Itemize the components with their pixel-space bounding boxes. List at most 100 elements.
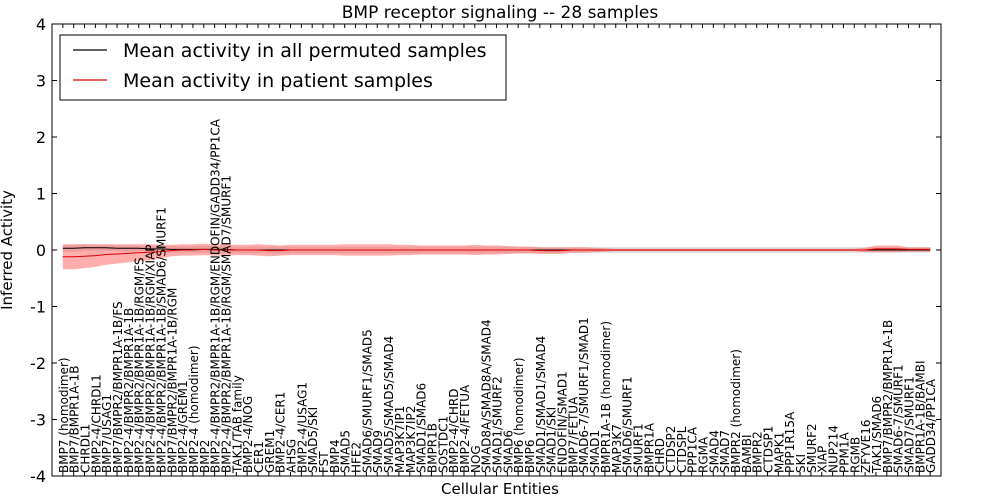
x-tick-label: NUP214	[827, 425, 841, 473]
x-tick-label: TAK1/SMAD6	[870, 396, 884, 474]
x-tick-label: ZFYVE16	[859, 419, 873, 473]
x-tick-label: HFE2	[350, 442, 364, 473]
x-tick-label: SOSTDC1	[436, 416, 450, 473]
x-tick-label: CTDSPL	[675, 426, 689, 473]
x-tick-label: SMAD6/SMURF1/SMAD5	[360, 329, 374, 473]
x-tick-label: BMPR2 (homodimer)	[729, 349, 743, 473]
x-tick-label: BMP2-4/BMPR2/BMPR1A-1B	[122, 308, 136, 473]
x-tick-label: SMURF1	[631, 423, 645, 473]
x-tick-label: BMP2-4/BMPR2/BMPR1A-1B/RGM/XIAP	[144, 244, 158, 473]
y-tick-label: 4	[36, 15, 46, 34]
x-tick-label: CTDSP2	[664, 426, 678, 473]
x-tick-label: PPP1CA	[686, 426, 700, 473]
x-tick-label: BMP2-4/BMPR2/BMPR1A-1B/RGM/SMAD7/SMURF1	[219, 175, 233, 473]
x-tick-label: BAMBI	[740, 434, 754, 473]
x-tick-label: CER1	[252, 441, 266, 473]
x-tick-label: SMAD6/SMURF1	[621, 376, 635, 473]
x-tick-label: BMP6	[523, 440, 537, 473]
y-axis-label: Inferred Activity	[0, 190, 16, 310]
x-tick-label: TAK1/TAB family	[230, 375, 244, 474]
x-tick-label: SMAD7	[718, 430, 732, 473]
x-tick-label: PPP1R15A	[783, 411, 797, 473]
x-tick-label: BMPR1A	[642, 422, 656, 473]
x-tick-label: SMURF2	[805, 423, 819, 473]
x-tick-label: RGMA	[696, 436, 710, 473]
x-tick-label: BMP7/USAG1	[100, 394, 114, 473]
x-axis-label: Cellular Entities	[441, 480, 559, 498]
y-tick-label: 0	[36, 241, 46, 260]
x-tick-label: MAP3K7IP2	[404, 406, 418, 473]
x-tick-label: BMPR2	[751, 431, 765, 473]
x-tick-label: MAP3K7IP1	[393, 406, 407, 473]
x-tick-label: BMP2-4/CHRD	[447, 389, 461, 473]
x-tick-label: BMP2-4/CER1	[274, 392, 288, 473]
x-tick-label: BMP7/BMPR2/BMPR1A-1B	[881, 320, 895, 473]
y-tick-label: 2	[36, 128, 46, 147]
x-tick-label: SKI	[794, 454, 808, 473]
x-tick-label: NOG	[469, 445, 483, 473]
y-tick-label: -3	[30, 411, 46, 430]
x-tick-label: MAP3K7	[610, 424, 624, 473]
x-tick-label: BMP2-4/CHRDL1	[89, 374, 103, 473]
x-tick-label: BMP2-4/FETUA	[458, 384, 472, 473]
x-tick-label: BMP2-4 (homodimer)	[187, 345, 201, 473]
chart-title: BMP receptor signaling -- 28 samples	[342, 3, 659, 23]
x-tick-label: SMAD1/SMAD6	[415, 383, 429, 473]
x-tick-label: SMAD9	[371, 430, 385, 473]
x-tick-label: BMPR1A-1B/BAMBI	[913, 360, 927, 473]
x-tick-label: BMP2	[198, 440, 212, 473]
y-tick-label: -2	[30, 354, 46, 373]
plot-area: -4 -3 -2 -1 0 1 2 3 4 BMP7 (homodimer)BMP7/BMPR1A…	[30, 15, 942, 486]
x-tick-label: BMPR1A-1B (homodimer)	[599, 321, 613, 473]
x-tick-label: BMP2-4/NOG	[241, 396, 255, 473]
x-tick-label: BMP7/FETUA	[566, 396, 580, 473]
x-tick-label: BMP4	[328, 440, 342, 473]
y-tick-label: -4	[30, 467, 46, 486]
x-tick-label: GREM1	[263, 430, 277, 473]
x-tick-label: SMAD5/SKI	[306, 407, 320, 473]
x-tick-label: CTDSP1	[762, 426, 776, 473]
x-tick-label: SMAD6	[501, 430, 515, 473]
y-tick-label: -1	[30, 298, 46, 317]
x-tick-label: SMAD1/SMAD1/SMAD4	[534, 336, 548, 473]
x-tick-label: SMAD5/SMAD5/SMAD4	[382, 336, 396, 473]
series-line-patient	[62, 248, 931, 258]
legend-label-patient: Mean activity in patient samples	[123, 70, 433, 92]
x-tick-label: ENDOFIN/SMAD1	[556, 371, 570, 473]
x-tick-label: MAPK1	[772, 432, 786, 473]
x-tick-label: BMP6 (homodimer)	[512, 357, 526, 473]
x-tick-label: SMAD1/SKI	[545, 407, 559, 473]
x-tick-label: BMP7 (homodimer)	[57, 357, 71, 473]
x-tick-label: CHRDL1	[79, 424, 93, 473]
x-tick-label: SMAD4	[707, 430, 721, 473]
x-tick-label: AHSG	[285, 439, 299, 473]
x-tick-label: CHRD	[653, 438, 667, 473]
x-tick-label: FST	[317, 451, 331, 473]
x-tick-label: RGMB	[848, 437, 862, 473]
x-tick-label: BMP7/BMPR2/BMPR1A-1B/FS	[111, 301, 125, 473]
x-tick-label: PPM1A	[837, 432, 851, 473]
x-tick-label: BMP7/BMPR2/BMPR1A-1B/RGM	[165, 288, 179, 473]
x-tick-label: SMAD6-7/SMURF1/SMAD1	[577, 317, 591, 473]
x-tick-label: SMAD5	[339, 430, 353, 473]
x-tick-label: GADD34/PP1CA	[924, 378, 938, 473]
x-tick-label: SMAD1	[588, 430, 602, 473]
legend-label-permuted: Mean activity in all permuted samples	[123, 40, 486, 62]
x-tick-label: BMP7/BMPR1A-1B	[68, 366, 82, 473]
x-tick-label: BMP2-4/BMPR2/BMPR1A-1B/RGM/ENDOFIN/GADD3…	[209, 118, 223, 473]
x-tick-label: BMP2-4/BMPR2/BMPR1A-1B/RGM/FS	[133, 257, 147, 473]
y-tick-label: 3	[36, 72, 46, 91]
x-tick-label: BMP2-4/BMPR2/BMPR1A-1B/SMAD6/SMURF1	[154, 207, 168, 473]
legend-box	[59, 34, 507, 101]
x-tick-label: BMP2-4/GREM1	[176, 380, 190, 473]
x-tick-label: BMP2-4/USAG1	[295, 382, 309, 473]
x-tick-label: XIAP	[816, 446, 830, 473]
x-tick-label: SMAD7/SMURF1	[902, 376, 916, 473]
x-tick-label: SMAD8A/SMAD8A/SMAD4	[480, 319, 494, 473]
x-tick-label: BMPR1B	[425, 423, 439, 473]
x-tick-label: SMAD6-7/SMURF1	[892, 364, 906, 473]
y-tick-label: 1	[36, 185, 46, 204]
x-tick-label: SMAD1/SMURF2	[491, 376, 505, 473]
